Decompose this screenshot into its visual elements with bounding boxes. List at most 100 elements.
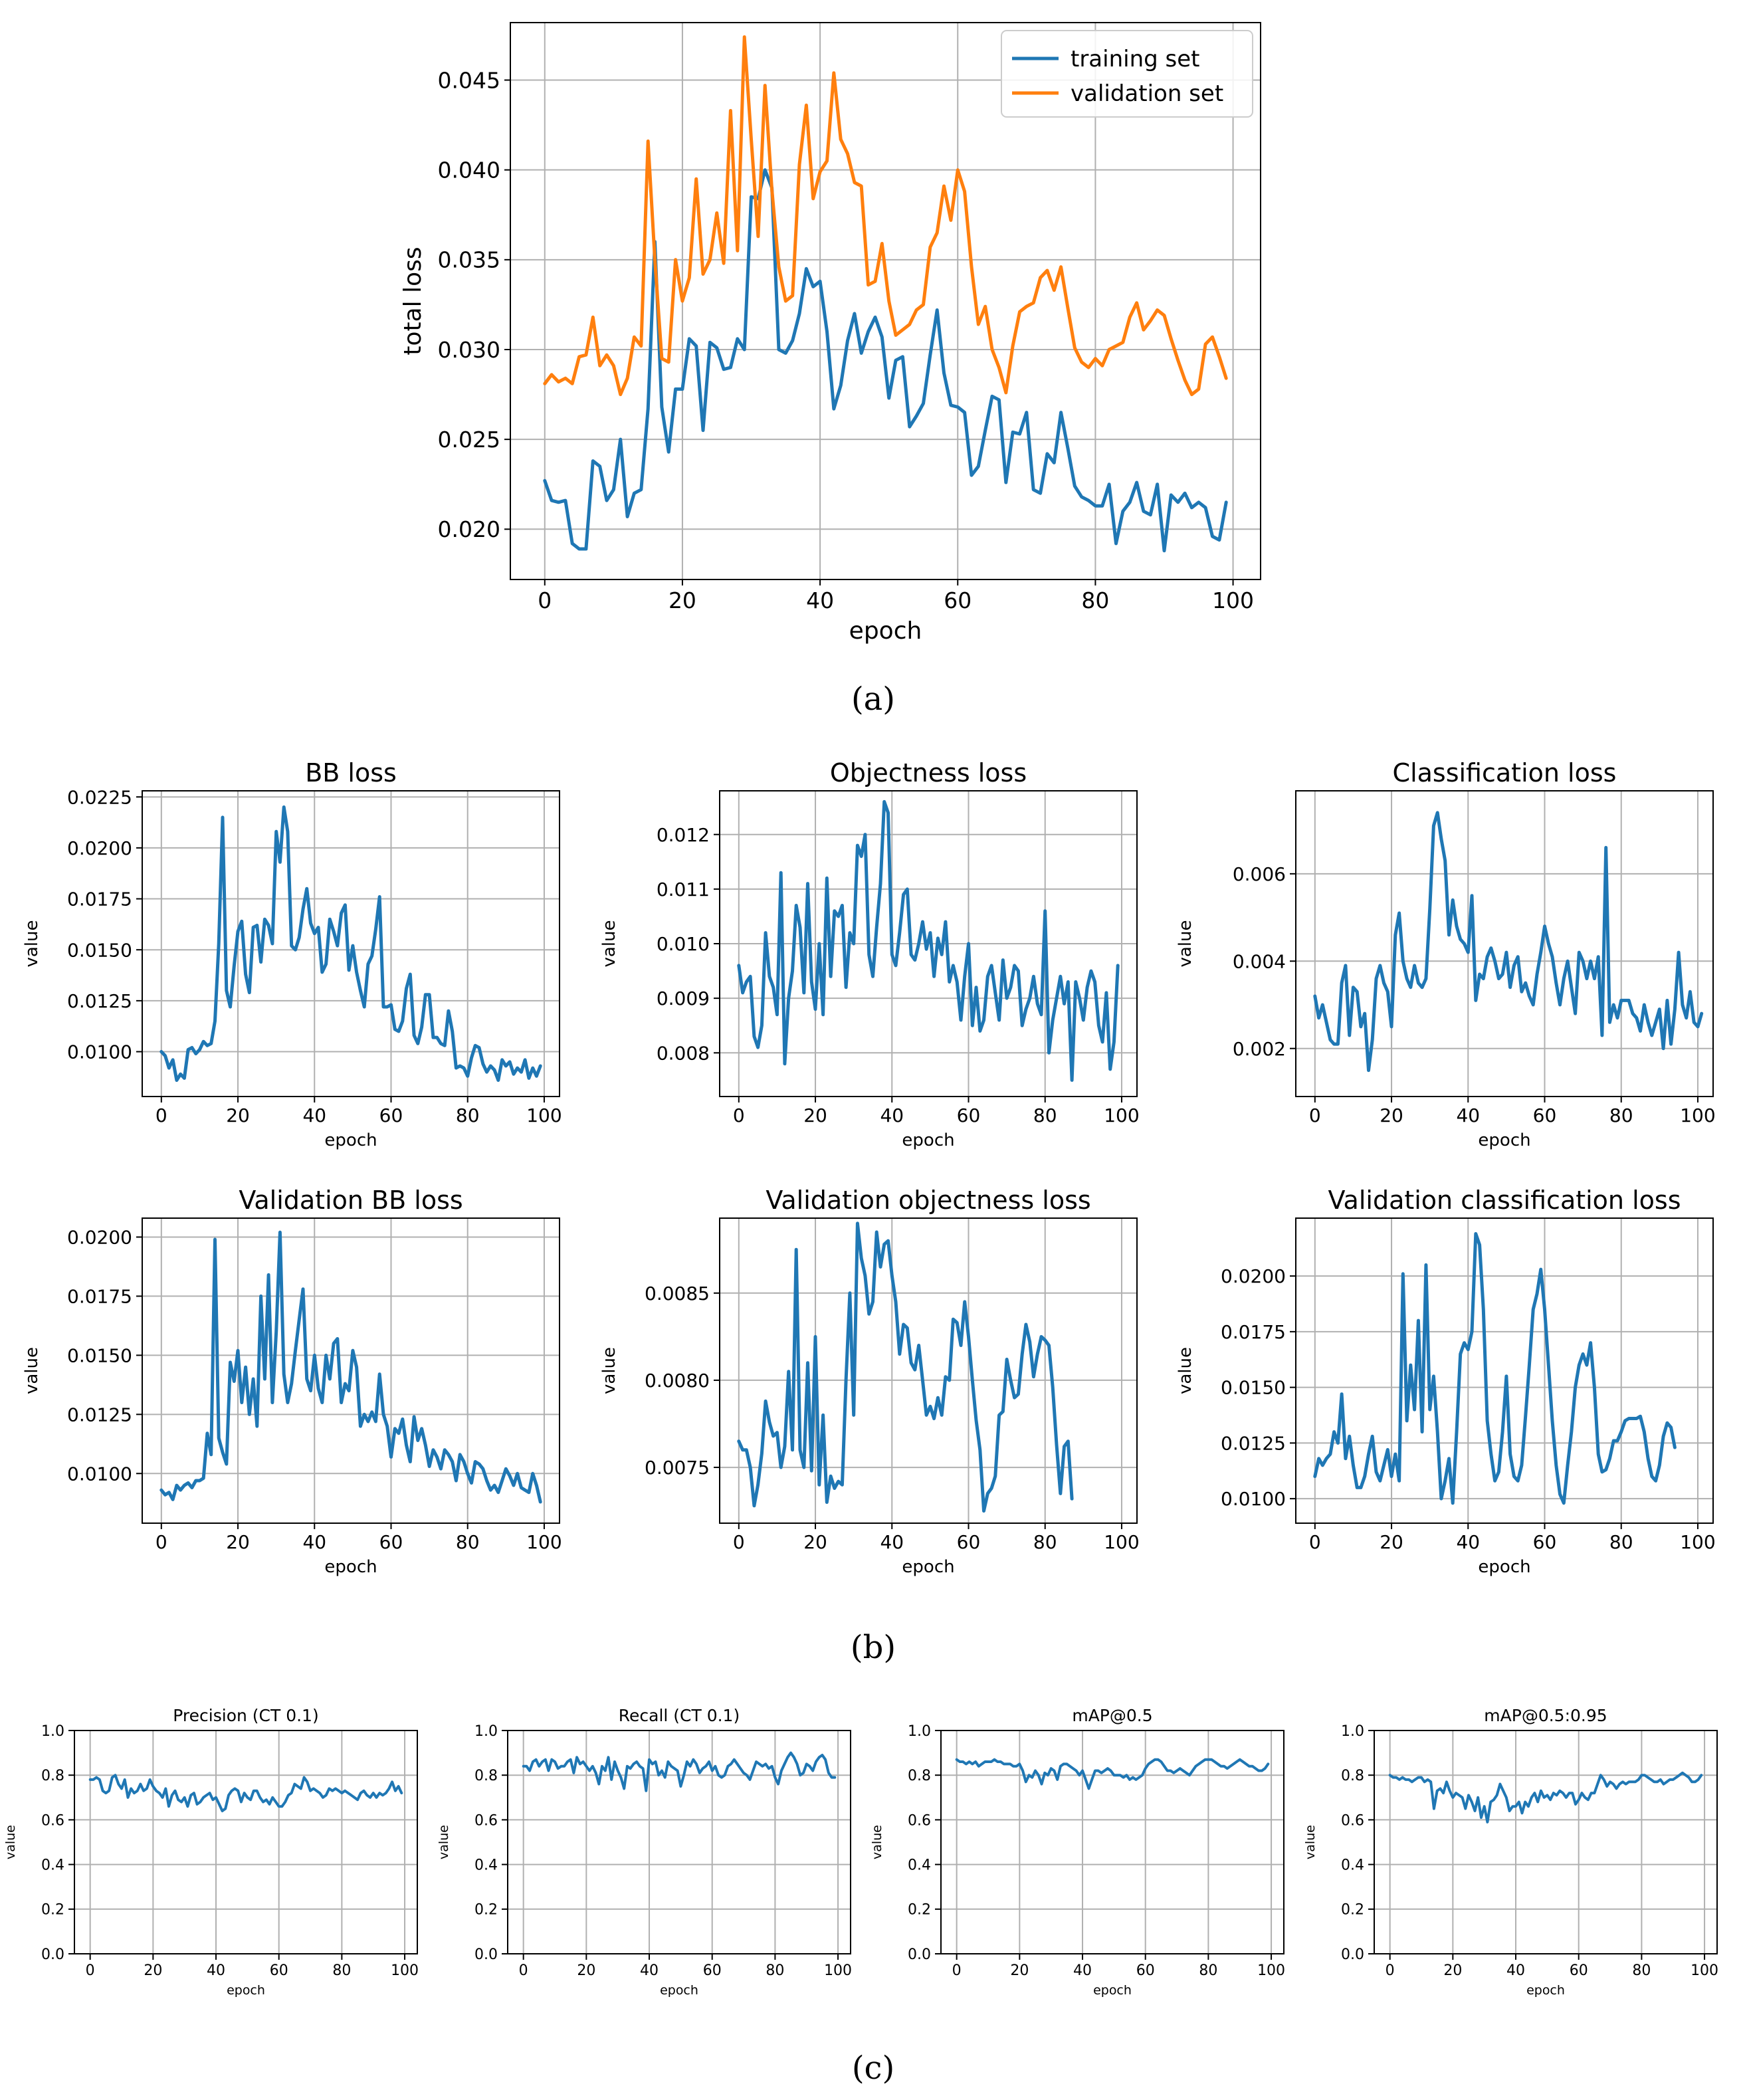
x-tick-label: 0 bbox=[733, 1531, 745, 1553]
series-line-recall-0 bbox=[522, 1751, 837, 1792]
x-tick-label: 80 bbox=[1609, 1104, 1633, 1126]
chart-title: mAP@0.5:0.95 bbox=[1484, 1706, 1607, 1725]
chart-vbb: 0 20 40 60 80 100 0.0100 0.0125 0.0150 0.0175 0.02… bbox=[22, 1186, 562, 1577]
x-tick-label: 40 bbox=[1073, 1962, 1092, 1979]
y-tick-label: 0.0080 bbox=[645, 1370, 710, 1392]
series-line-vobj-0 bbox=[737, 1221, 1074, 1513]
x-tick-label: 20 bbox=[1010, 1962, 1029, 1979]
y-axis-label: value bbox=[1176, 920, 1195, 967]
x-axis-label: epoch bbox=[227, 1983, 265, 1998]
x-tick-label: 80 bbox=[1033, 1104, 1057, 1126]
x-tick-label: 0 bbox=[1309, 1104, 1321, 1126]
y-tick-label: 0.010 bbox=[657, 933, 710, 955]
x-tick-label: 40 bbox=[302, 1104, 326, 1126]
x-tick-label: 0 bbox=[733, 1104, 745, 1126]
chart-title: Recall (CT 0.1) bbox=[619, 1706, 740, 1725]
x-tick-label: 60 bbox=[379, 1531, 403, 1553]
y-tick-label: 0.006 bbox=[1233, 863, 1286, 885]
y-axis-label: value bbox=[599, 920, 619, 967]
y-tick-label: 0.0125 bbox=[1221, 1432, 1286, 1454]
x-tick-label: 20 bbox=[226, 1531, 250, 1553]
x-tick-label: 100 bbox=[1680, 1531, 1715, 1553]
y-tick-label: 0.0100 bbox=[67, 1463, 132, 1485]
axes-frame bbox=[1374, 1730, 1718, 1954]
y-axis-label: value bbox=[3, 1825, 18, 1859]
y-tick-label: 0.6 bbox=[41, 1812, 64, 1829]
x-tick-label: 60 bbox=[1533, 1104, 1557, 1126]
chart-bb: 0 20 40 60 80 100 0.0100 0.0125 0.0150 0.0175 0.02… bbox=[22, 758, 562, 1150]
y-axis-label: value bbox=[1176, 1347, 1195, 1394]
x-axis-label: epoch bbox=[1478, 1130, 1530, 1150]
y-axis-label: total loss bbox=[399, 247, 427, 355]
legend-label: validation set bbox=[1071, 80, 1223, 107]
chart-obj: 0 20 40 60 80 100 0.008 0.009 0.010 0.011 0.012 epo… bbox=[599, 758, 1140, 1150]
y-tick-label: 0.008 bbox=[657, 1042, 710, 1064]
y-tick-label: 0.6 bbox=[1341, 1812, 1364, 1829]
x-tick-label: 60 bbox=[379, 1104, 403, 1126]
y-tick-label: 0.8 bbox=[908, 1768, 931, 1784]
x-tick-label: 60 bbox=[270, 1962, 288, 1979]
x-tick-label: 80 bbox=[1081, 587, 1109, 613]
x-tick-label: 40 bbox=[806, 587, 834, 613]
axes-frame bbox=[1295, 790, 1714, 1097]
chart-prec: 0 20 40 60 80 100 0.0 0.2 0.4 0.6 0.8 1.0 epoch value… bbox=[3, 1706, 419, 1998]
x-tick-label: 0 bbox=[155, 1531, 167, 1553]
x-tick-label: 40 bbox=[640, 1962, 659, 1979]
axes-frame bbox=[74, 1730, 418, 1954]
x-tick-label: 60 bbox=[1136, 1962, 1155, 1979]
y-tick-label: 0.0200 bbox=[67, 837, 132, 859]
x-tick-label: 60 bbox=[1570, 1962, 1588, 1979]
x-tick-label: 80 bbox=[1632, 1962, 1651, 1979]
x-tick-label: 80 bbox=[1199, 1962, 1217, 1979]
y-tick-label: 0.2 bbox=[474, 1902, 498, 1919]
y-tick-label: 0.8 bbox=[1341, 1768, 1364, 1784]
series-line-map50-0 bbox=[955, 1758, 1270, 1790]
y-tick-label: 0.011 bbox=[657, 879, 710, 900]
y-tick-label: 0.4 bbox=[908, 1857, 931, 1874]
panel-label-b: (b) bbox=[851, 1629, 896, 1666]
chart-title: Classification loss bbox=[1393, 758, 1617, 788]
x-axis-label: epoch bbox=[849, 617, 922, 645]
y-tick-label: 0.0175 bbox=[67, 889, 132, 910]
axes-frame bbox=[142, 1217, 560, 1524]
y-tick-label: 0.002 bbox=[1233, 1038, 1286, 1060]
chart-title: Validation classification loss bbox=[1328, 1186, 1681, 1215]
x-tick-label: 80 bbox=[1609, 1531, 1633, 1553]
y-tick-label: 0.4 bbox=[474, 1857, 498, 1874]
y-tick-label: 0.040 bbox=[438, 158, 500, 183]
x-tick-label: 100 bbox=[1680, 1104, 1715, 1126]
y-tick-label: 1.0 bbox=[908, 1723, 931, 1740]
x-tick-label: 0 bbox=[519, 1962, 528, 1979]
legend-label: training set bbox=[1071, 46, 1200, 72]
y-tick-label: 0.0100 bbox=[1221, 1488, 1286, 1510]
y-tick-label: 0.0150 bbox=[67, 1344, 132, 1366]
chart-title: Validation BB loss bbox=[239, 1186, 462, 1215]
series-line-obj-0 bbox=[737, 799, 1120, 1082]
chart-map50: 0 20 40 60 80 100 0.0 0.2 0.4 0.6 0.8 1.0 epoch value… bbox=[870, 1706, 1285, 1998]
y-tick-label: 0.0125 bbox=[67, 990, 132, 1012]
x-tick-label: 0 bbox=[952, 1962, 962, 1979]
x-tick-label: 60 bbox=[944, 587, 972, 613]
y-tick-label: 0.0175 bbox=[1221, 1321, 1286, 1343]
x-tick-label: 20 bbox=[144, 1962, 162, 1979]
y-axis-label: value bbox=[599, 1347, 619, 1394]
y-tick-label: 0.2 bbox=[1341, 1902, 1364, 1919]
y-tick-label: 0.6 bbox=[908, 1812, 931, 1829]
y-tick-label: 0.030 bbox=[438, 337, 500, 363]
x-tick-label: 80 bbox=[766, 1962, 784, 1979]
x-tick-label: 100 bbox=[391, 1962, 419, 1979]
x-tick-label: 100 bbox=[1691, 1962, 1718, 1979]
x-tick-label: 40 bbox=[1456, 1104, 1480, 1126]
x-axis-label: epoch bbox=[1478, 1557, 1530, 1577]
y-tick-label: 0.0075 bbox=[645, 1457, 710, 1479]
x-tick-label: 80 bbox=[332, 1962, 351, 1979]
x-tick-label: 20 bbox=[1380, 1531, 1403, 1553]
y-tick-label: 0.0200 bbox=[1221, 1265, 1286, 1287]
x-tick-label: 100 bbox=[1212, 587, 1254, 613]
y-tick-label: 0.020 bbox=[438, 516, 500, 542]
series-line-prec-0 bbox=[88, 1774, 403, 1812]
chart-map5095: 0 20 40 60 80 100 0.0 0.2 0.4 0.6 0.8 1.0 epoch value… bbox=[1303, 1706, 1718, 1998]
x-tick-label: 40 bbox=[1506, 1962, 1525, 1979]
x-tick-label: 60 bbox=[957, 1104, 981, 1126]
